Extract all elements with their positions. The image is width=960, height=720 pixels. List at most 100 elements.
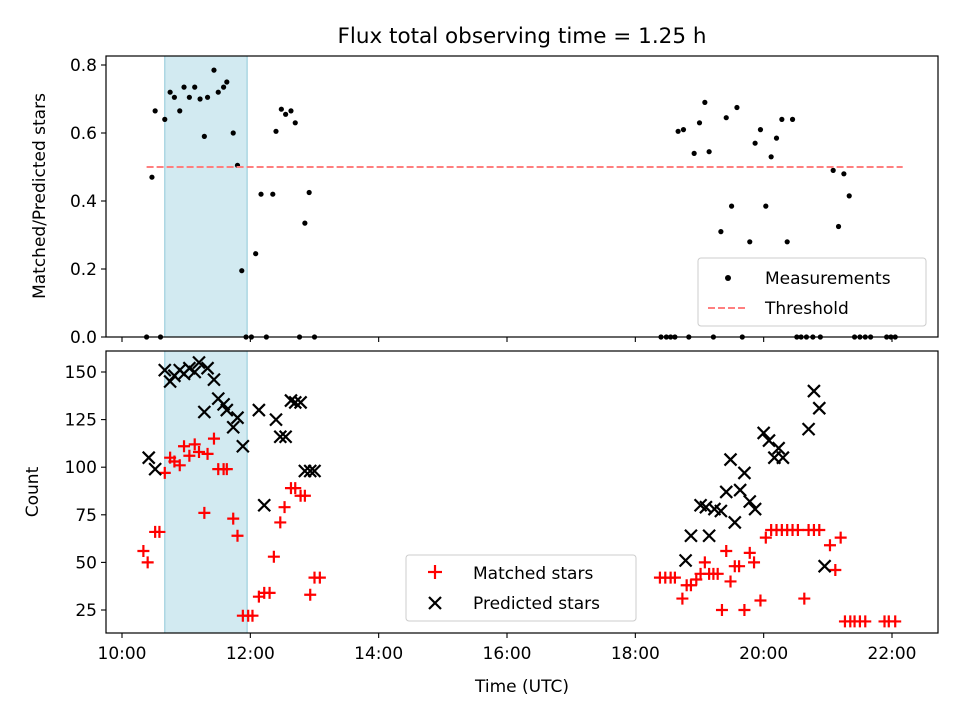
- measurement-point: [706, 149, 712, 155]
- matched-star-point: [738, 604, 751, 616]
- measurement-point: [841, 171, 847, 177]
- predicted-star-point: [728, 515, 742, 530]
- matched-star-point: [173, 459, 186, 472]
- matched-star-point: [813, 524, 826, 537]
- measurement-point: [723, 115, 729, 121]
- measurement-point: [846, 193, 852, 199]
- matched-star-point: [748, 556, 761, 569]
- predicted-star-point: [737, 466, 752, 480]
- matched-star-point: [715, 604, 728, 616]
- measurement-point: [211, 67, 217, 73]
- bottom-series-1: [141, 355, 832, 573]
- matched-star-point: [889, 615, 902, 628]
- predicted-star-point: [307, 464, 322, 478]
- x-tick-label: 18:00: [611, 644, 660, 664]
- matched-star-point: [227, 512, 240, 525]
- predicted-star-point: [303, 464, 317, 478]
- matched-star-point: [220, 463, 233, 476]
- legend-measurements-label: Measurements: [765, 269, 891, 289]
- predicted-star-point: [226, 420, 240, 434]
- predicted-star-point: [684, 528, 698, 543]
- predicted-star-point: [288, 395, 303, 410]
- measurement-point: [192, 84, 198, 90]
- matched-star-point: [304, 588, 317, 601]
- measurement-point: [258, 191, 264, 197]
- matched-star-point: [278, 501, 291, 514]
- top-axes-frame: [105, 55, 939, 338]
- measurement-point: [167, 89, 173, 95]
- measurement-point: [675, 128, 681, 134]
- measurement-point: [230, 130, 236, 136]
- matched-star-point: [188, 438, 201, 451]
- predicted-star-point: [230, 410, 245, 425]
- matched-star-point: [711, 567, 724, 580]
- measurement-point: [215, 89, 221, 95]
- matched-star-point: [724, 575, 737, 588]
- measurement-point: [779, 116, 785, 122]
- predicted-star-point: [293, 395, 308, 410]
- top-panel: 0.00.20.40.60.8 Matched/Predicted stars …: [30, 55, 939, 348]
- top-y-tick-label: 0.0: [70, 328, 97, 348]
- legend-predicted-marker: [428, 596, 442, 610]
- measurement-point: [278, 106, 284, 112]
- matched-star-point: [743, 546, 756, 559]
- bottom-y-tick-label: 125: [65, 411, 97, 431]
- matched-star-point: [733, 560, 746, 573]
- measurement-point: [220, 84, 227, 90]
- predicted-star-point: [714, 504, 728, 518]
- matched-star-point: [201, 447, 214, 460]
- measurement-point: [718, 229, 724, 235]
- predicted-star-point: [723, 452, 738, 467]
- matched-star-point: [289, 482, 302, 495]
- matched-star-point: [183, 449, 196, 462]
- bottom-y-tick-label: 100: [65, 458, 97, 478]
- measurement-point: [177, 108, 183, 114]
- predicted-star-point: [719, 485, 734, 499]
- predicted-star-point: [197, 405, 212, 419]
- top-y-tick-label: 0.8: [70, 56, 97, 76]
- measurement-point: [283, 111, 289, 117]
- matched-star-point: [207, 432, 220, 445]
- measurement-point: [702, 99, 708, 105]
- x-tick-label: 22:00: [868, 644, 917, 664]
- top-legend: Measurements Threshold: [697, 257, 927, 327]
- legend-matched-marker: [428, 565, 442, 579]
- measurement-point: [270, 191, 276, 197]
- measurement-point: [302, 220, 308, 226]
- matched-star-point: [153, 525, 166, 538]
- bottom-series-0: [137, 432, 902, 628]
- predicted-star-point: [158, 363, 172, 377]
- predicted-star-point: [273, 429, 288, 444]
- measurement-point: [306, 189, 312, 196]
- measurement-point: [696, 120, 703, 126]
- matched-star-point: [313, 571, 326, 584]
- matched-star-point: [141, 556, 154, 569]
- x-tick-label: 16:00: [483, 644, 532, 664]
- predicted-star-point: [801, 422, 816, 436]
- bottom-axes-frame: [105, 350, 939, 634]
- bottom-legend-frame: [405, 554, 637, 622]
- matched-star-point: [684, 579, 697, 592]
- top-legend-frame: [697, 257, 927, 327]
- measurement-point: [186, 94, 192, 100]
- matched-star-point: [158, 466, 171, 479]
- predicted-star-point: [733, 483, 747, 497]
- bottom-y-tick-label: 25: [75, 601, 97, 621]
- legend-threshold-label: Threshold: [764, 299, 849, 319]
- predicted-star-point: [257, 498, 272, 513]
- predicted-star-point: [220, 403, 234, 417]
- predicted-star-point: [678, 553, 693, 568]
- matched-star-point: [231, 529, 244, 542]
- predicted-star-point: [756, 426, 771, 440]
- matched-star-point: [823, 539, 836, 552]
- predicted-star-point: [748, 502, 762, 516]
- measurement-point: [784, 239, 790, 245]
- bottom-y-axis-label: Count: [23, 466, 43, 517]
- matched-star-point: [698, 556, 711, 569]
- measurement-point: [149, 174, 155, 180]
- measurement-point: [680, 127, 687, 133]
- measurement-point: [773, 135, 780, 141]
- matched-star-point: [193, 445, 205, 458]
- predicted-star-point: [278, 429, 293, 444]
- matched-star-point: [298, 489, 311, 502]
